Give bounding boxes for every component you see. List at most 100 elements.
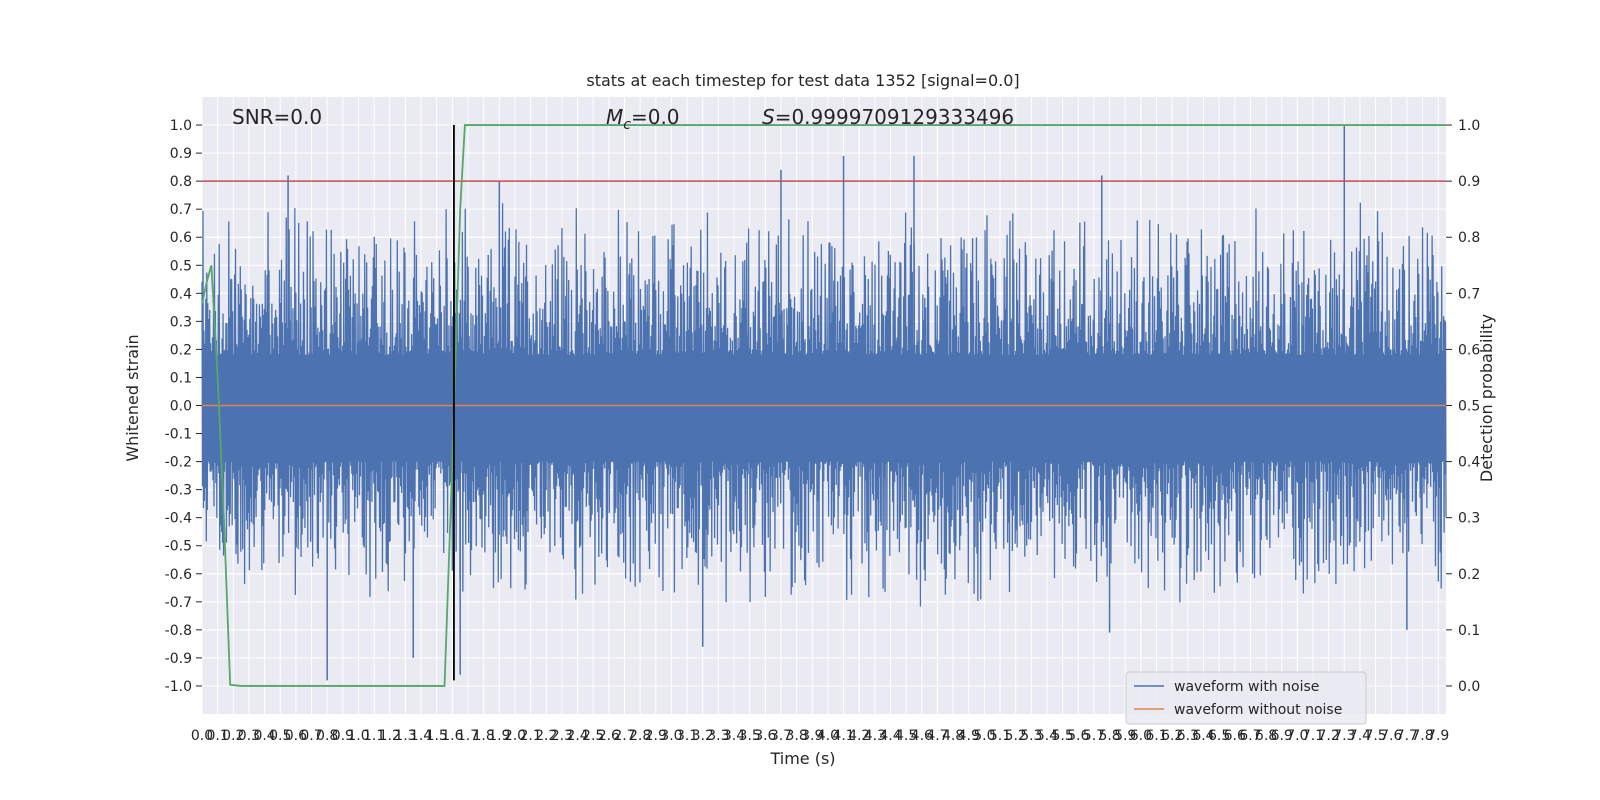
x-tick-label: 4.0	[817, 728, 839, 744]
x-tick-label: 0.0	[191, 728, 213, 744]
y-tick-label: 0.3	[170, 314, 192, 330]
probability-trace	[201, 124, 1446, 687]
y-right-tick-label: 0.5	[1458, 399, 1480, 415]
x-tick-label: 1.0	[347, 728, 369, 744]
x-tick-label: 3.9	[801, 728, 823, 744]
x-tick-label: 1.3	[394, 728, 416, 744]
x-tick-label: 7.6	[1380, 728, 1402, 744]
x-tick-label: 5.0	[973, 728, 995, 744]
x-tick-label: 6.4	[1192, 728, 1214, 744]
x-tick-label: 1.8	[473, 728, 495, 744]
x-tick-label: 0.7	[300, 728, 322, 744]
y-right-tick-label: 0.1	[1458, 623, 1480, 639]
y-right-tick-label: 0.3	[1458, 511, 1480, 527]
y-tick-label: 0.8	[170, 174, 192, 190]
x-tick-label: 3.2	[692, 728, 714, 744]
y-tick-label: 0.6	[170, 230, 192, 246]
series-detection-probability	[201, 124, 1446, 687]
x-tick-label: 3.6	[754, 728, 776, 744]
x-tick-label: 5.7	[1083, 728, 1105, 744]
x-tick-label: 0.5	[269, 728, 291, 744]
y-right-tick-label: 0.7	[1458, 286, 1480, 302]
x-tick-label: 2.6	[598, 728, 620, 744]
y-tick-label: -0.6	[165, 567, 192, 583]
left-axis-ticks: 1.0 0.9 0.8 0.7 0.6 0.5 0.4 0.3 0.2 0.1 0.0 -0.1 -0.…	[165, 118, 202, 695]
x-tick-label: 0.6	[285, 728, 307, 744]
x-tick-label: 3.1	[676, 728, 698, 744]
series-waveform-with-noise	[201, 125, 1447, 681]
noise-trace	[201, 202, 1447, 607]
y-tick-label: 0.0	[170, 399, 192, 415]
x-tick-label: 7.1	[1302, 728, 1324, 744]
x-tick-label: 3.0	[660, 728, 682, 744]
y-tick-label: -0.7	[165, 595, 192, 611]
x-tick-label: 6.5	[1208, 728, 1230, 744]
x-tick-label: 5.9	[1114, 728, 1136, 744]
x-tick-label: 4.2	[848, 728, 870, 744]
x-tick-label: 3.8	[785, 728, 807, 744]
y-tick-label: -0.8	[165, 623, 192, 639]
x-tick-label: 0.8	[316, 728, 338, 744]
x-tick-label: 5.6	[1067, 728, 1089, 744]
x-tick-label: 6.1	[1145, 728, 1167, 744]
x-tick-label: 2.4	[566, 728, 588, 744]
x-tick-label: 4.3	[864, 728, 886, 744]
x-tick-label: 7.9	[1427, 728, 1449, 744]
x-tick-label: 7.8	[1411, 728, 1433, 744]
x-tick-label: 3.5	[739, 728, 761, 744]
x-tick-label: 5.8	[1098, 728, 1120, 744]
x-tick-label: 5.4	[1036, 728, 1058, 744]
y-tick-label: -0.3	[165, 483, 192, 499]
x-tick-label: 2.0	[504, 728, 526, 744]
x-tick-label: 4.9	[958, 728, 980, 744]
y-axis-label: Whitened strain	[123, 334, 142, 461]
right-axis-ticks: 1.0 0.9 0.8 0.7 0.6 0.5 0.4 0.3 0.2 0.1 0.0	[1446, 118, 1480, 695]
x-tick-label: 7.3	[1333, 728, 1355, 744]
x-tick-label: 6.9	[1271, 728, 1293, 744]
chirp-mass-symbol: M	[606, 105, 623, 129]
x-tick-label: 4.7	[926, 728, 948, 744]
chart-title: stats at each timestep for test data 135…	[586, 71, 1019, 90]
x-tick-label: 2.9	[645, 728, 667, 744]
x-tick-label: 5.3	[1020, 728, 1042, 744]
x-tick-label: 5.2	[1005, 728, 1027, 744]
x-tick-label: 7.4	[1349, 728, 1371, 744]
x-tick-label: 2.1	[519, 728, 541, 744]
score-symbol: S	[762, 105, 775, 129]
y-right-tick-label: 0.4	[1458, 455, 1480, 471]
x-tick-label: 6.0	[1130, 728, 1152, 744]
x-tick-label: 3.3	[707, 728, 729, 744]
score-annotation: S=0.9999709129333496	[762, 105, 1014, 129]
x-tick-label: 6.8	[1255, 728, 1277, 744]
y-tick-label: 0.4	[170, 286, 192, 302]
x-tick-label: 1.2	[379, 728, 401, 744]
x-tick-label: 7.7	[1396, 728, 1418, 744]
chirp-mass-annotation: Mc=0.0	[606, 105, 680, 133]
legend-label-clean: waveform without noise	[1174, 702, 1342, 718]
x-tick-label: 2.7	[613, 728, 635, 744]
x-tick-label: 2.5	[582, 728, 604, 744]
y-tick-label: 0.9	[170, 146, 192, 162]
x-tick-label: 7.2	[1318, 728, 1340, 744]
y-right-tick-label: 0.8	[1458, 230, 1480, 246]
y-tick-label: -0.5	[165, 539, 192, 555]
x-tick-label: 0.1	[207, 728, 229, 744]
x-tick-label: 3.4	[723, 728, 745, 744]
y-tick-label: 1.0	[170, 118, 192, 134]
x-tick-label: 2.2	[535, 728, 557, 744]
x-tick-label: 2.8	[629, 728, 651, 744]
score-value: =0.9999709129333496	[775, 105, 1014, 129]
snr-annotation: SNR=0.0	[232, 105, 322, 129]
y-right-tick-label: 0.6	[1458, 342, 1480, 358]
y-right-tick-label: 0.0	[1458, 679, 1480, 695]
y-axis-right-label: Detection probability	[1477, 314, 1496, 482]
x-tick-label: 1.5	[426, 728, 448, 744]
x-tick-label: 6.2	[1161, 728, 1183, 744]
x-tick-label: 7.0	[1286, 728, 1308, 744]
y-tick-label: -1.0	[165, 679, 192, 695]
x-tick-label: 4.5	[895, 728, 917, 744]
x-tick-label: 3.7	[770, 728, 792, 744]
x-tick-label: 5.5	[1051, 728, 1073, 744]
x-tick-label: 4.1	[832, 728, 854, 744]
